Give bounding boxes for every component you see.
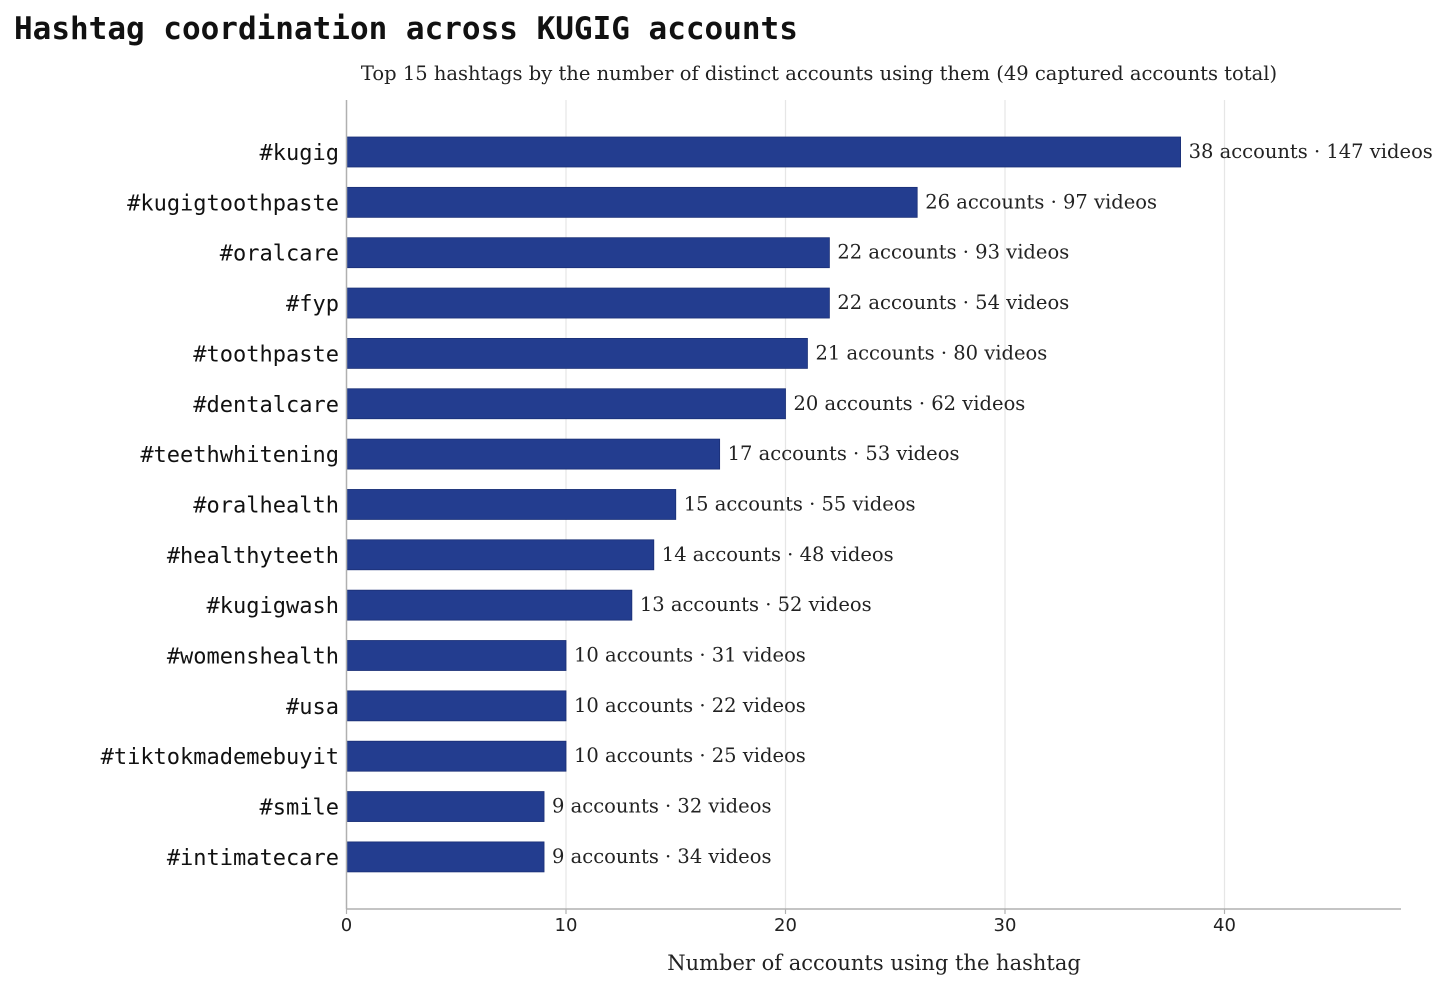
bar [346, 287, 830, 319]
bar [346, 237, 830, 269]
chart-subtitle: Top 15 hashtags by the number of distinc… [361, 62, 1277, 85]
category-label: #teethwhitening [140, 443, 339, 468]
category-label: #intimatecare [167, 846, 339, 871]
bar [346, 136, 1181, 168]
x-tick-label: 10 [555, 915, 578, 936]
data-label: 38 accounts · 147 videos [1189, 140, 1433, 163]
data-label: 15 accounts · 55 videos [684, 492, 916, 515]
data-label: 22 accounts · 54 videos [837, 291, 1069, 314]
data-label: 17 accounts · 53 videos [728, 442, 960, 465]
bar [346, 841, 545, 873]
data-label: 14 accounts · 48 videos [662, 543, 894, 566]
data-label: 21 accounts · 80 videos [815, 341, 1047, 364]
category-label: #usa [286, 695, 339, 720]
category-label: #oralcare [220, 242, 339, 267]
bar [346, 640, 567, 671]
category-label: #toothpaste [193, 342, 339, 367]
bar [346, 438, 721, 470]
bars [346, 136, 1181, 873]
bar [346, 388, 786, 420]
x-tick-label: 20 [774, 915, 797, 936]
bar [346, 337, 808, 369]
data-label: 20 accounts · 62 videos [794, 392, 1026, 415]
category-label: #kugigtoothpaste [127, 191, 339, 216]
data-labels: 38 accounts · 147 videos 26 accounts · 97… [552, 140, 1433, 868]
data-label: 22 accounts · 93 videos [837, 241, 1069, 264]
chart-title: Hashtag coordination across KUGIG accoun… [14, 11, 798, 47]
category-label: #womenshealth [167, 645, 339, 670]
data-label: 9 accounts · 34 videos [552, 845, 771, 868]
bar [346, 489, 677, 520]
bar [346, 589, 633, 621]
bar [346, 690, 567, 722]
bar [346, 186, 918, 218]
x-axis-title: Number of accounts using the hashtag [667, 951, 1081, 975]
category-label: #smile [260, 796, 339, 821]
x-tick-label: 30 [994, 915, 1017, 936]
data-label: 13 accounts · 52 videos [640, 593, 872, 616]
data-label: 10 accounts · 31 videos [574, 644, 806, 667]
category-label: #kugig [260, 141, 339, 166]
category-label: #dentalcare [193, 393, 339, 418]
category-label: #tiktokmademebuyit [101, 745, 339, 770]
data-label: 9 accounts · 32 videos [552, 795, 771, 818]
x-tick-label: 0 [341, 915, 352, 936]
data-label: 10 accounts · 22 videos [574, 694, 806, 717]
bar [346, 539, 655, 571]
category-label: #oralhealth [193, 493, 339, 518]
data-label: 26 accounts · 97 videos [925, 190, 1157, 213]
data-label: 10 accounts · 25 videos [574, 744, 806, 767]
x-axis-ticks: 0 10 20 30 40 [341, 909, 1236, 936]
x-tick-label: 40 [1213, 915, 1236, 936]
category-label: #kugigwash [207, 594, 339, 619]
category-labels: #kugig #kugigtoothpaste #oralcare #fyp #toot… [101, 141, 339, 871]
bar [346, 740, 567, 772]
category-label: #fyp [286, 292, 339, 317]
bar [346, 791, 545, 822]
category-label: #healthyteeth [167, 544, 339, 569]
